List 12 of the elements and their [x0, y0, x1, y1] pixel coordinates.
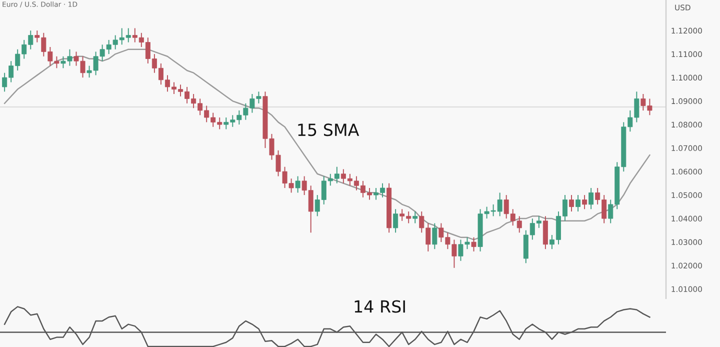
- annotation: 14 RSI: [354, 300, 405, 313]
- candlestick: [393, 208, 398, 234]
- candlestick: [412, 210, 418, 224]
- annotation: 15 SMA: [298, 124, 360, 136]
- candlestick: [295, 176, 300, 194]
- candlestick: [582, 194, 588, 210]
- candlestick: [432, 222, 438, 250]
- candlestick: [576, 194, 581, 212]
- candlestick: [569, 194, 574, 212]
- candlestick: [471, 236, 476, 252]
- candlestick: [542, 216, 548, 250]
- candlestick: [588, 187, 594, 210]
